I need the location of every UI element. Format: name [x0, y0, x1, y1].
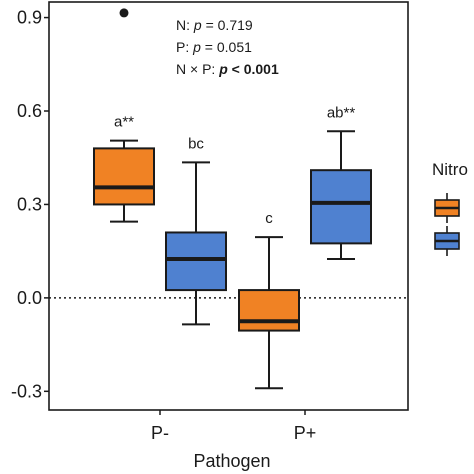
legend-key-1	[434, 193, 460, 223]
significance-label: ab**	[327, 104, 356, 121]
box-P--series-1: a**	[93, 8, 155, 223]
y-tick-label: 0.0	[17, 288, 42, 308]
stat-line-p: P: p = 0.051	[176, 39, 252, 55]
significance-label: bc	[188, 135, 204, 152]
stat-line-interaction: N × P: p < 0.001	[176, 61, 279, 77]
y-tick-label: 0.9	[17, 8, 42, 28]
x-tick-label: P-	[151, 423, 169, 443]
box-iqr	[310, 169, 372, 245]
stat-line-n: N: p = 0.719	[176, 17, 253, 33]
y-tick-label: 0.6	[17, 101, 42, 121]
box-iqr	[93, 147, 155, 206]
box-P--series-2: bc	[165, 135, 227, 326]
y-tick-label: 0.3	[17, 194, 42, 214]
legend-title: Nitro	[432, 160, 468, 179]
outlier-point	[119, 8, 129, 18]
box-P+-series-1: c	[238, 210, 300, 390]
x-axis-title: Pathogen	[193, 451, 270, 471]
box-iqr	[165, 231, 227, 292]
legend-key-2	[434, 226, 460, 256]
x-tick-label: P+	[294, 423, 317, 443]
y-tick-label: -0.3	[11, 381, 42, 401]
plot-panel-border	[48, 1, 409, 411]
legend: Nitro	[432, 160, 468, 256]
box-iqr	[238, 289, 300, 332]
significance-label: c	[265, 210, 273, 227]
significance-label: a**	[114, 114, 134, 131]
box-P+-series-2: ab**	[310, 104, 372, 260]
stats-annotation: N: p = 0.719 P: p = 0.051 N × P: p < 0.0…	[176, 17, 279, 77]
